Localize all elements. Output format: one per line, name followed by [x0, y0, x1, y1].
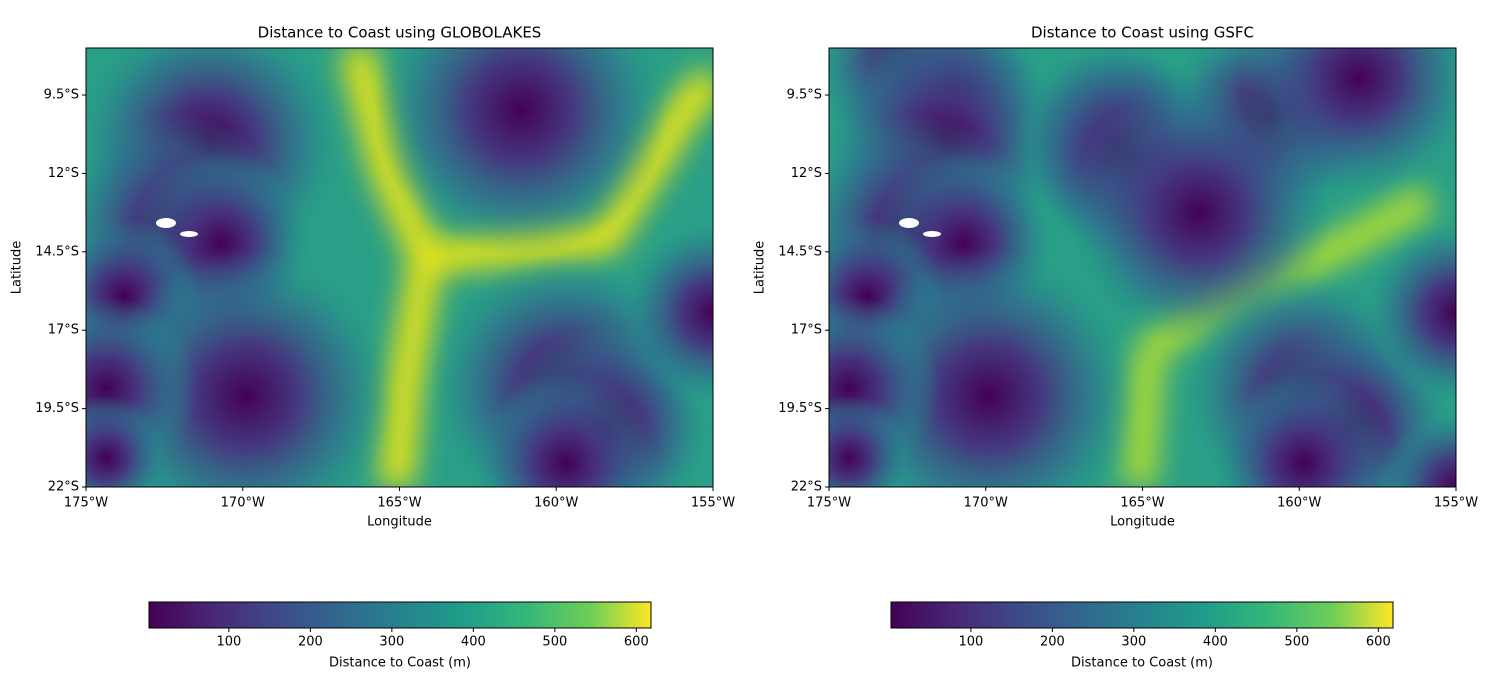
colorbar-label: Distance to Coast (m): [329, 656, 471, 671]
x-tick-label: 155°W: [1434, 496, 1478, 511]
x-tick-label: 165°W: [377, 496, 421, 511]
y-tick-label: 12°S: [791, 166, 822, 181]
y-tick-label: 9.5°S: [787, 88, 822, 103]
colorbar: [890, 601, 1394, 629]
y-tick-label: 19.5°S: [778, 401, 822, 416]
island: [923, 231, 941, 237]
colorbar: [148, 601, 652, 629]
heatmap: [86, 48, 713, 487]
colorbar-tick-label: 100: [216, 635, 241, 650]
axes-title: Distance to Coast using GSFC: [1031, 24, 1254, 42]
x-axis-label: Longitude: [367, 515, 432, 530]
y-tick-label: 12°S: [48, 166, 79, 181]
y-tick-label: 9.5°S: [44, 88, 79, 103]
y-axis-label: Latitude: [10, 241, 25, 295]
blob: [622, 222, 713, 404]
blob: [1213, 372, 1395, 487]
blob: [86, 395, 169, 487]
panel: Distance to Coast using GSFC 175°W 170°W 16…: [753, 24, 1479, 671]
colorbar-tick-label: 300: [379, 635, 404, 650]
y-tick-label: 17°S: [791, 323, 822, 338]
x-axis-label: Longitude: [1110, 515, 1175, 530]
colorbar-tick-label: 500: [542, 635, 567, 650]
island: [899, 218, 919, 228]
blob: [1066, 80, 1332, 346]
blob: [829, 395, 912, 487]
colorbar-tick-label: 500: [1284, 635, 1309, 650]
y-tick-label: 19.5°S: [35, 401, 79, 416]
y-tick-label: 14.5°S: [35, 244, 79, 259]
x-tick-label: 155°W: [691, 496, 735, 511]
y-tick-label: 22°S: [48, 480, 79, 495]
heatmap: [829, 48, 1456, 487]
colorbar-tick-label: 600: [624, 635, 649, 650]
blob: [475, 372, 657, 487]
island: [156, 218, 176, 228]
colorbar-tick-label: 400: [461, 635, 486, 650]
x-tick-label: 175°W: [64, 496, 108, 511]
x-tick-label: 170°W: [964, 496, 1008, 511]
y-tick-label: 14.5°S: [778, 244, 822, 259]
colorbar-tick-label: 200: [1040, 635, 1065, 650]
blob: [374, 48, 668, 257]
y-tick-label: 22°S: [791, 480, 822, 495]
colorbar-tick-label: 400: [1203, 635, 1228, 650]
blob: [1365, 222, 1456, 404]
colorbar-tick-label: 200: [298, 635, 323, 650]
colorbar-tick-label: 600: [1366, 635, 1391, 650]
y-tick-label: 17°S: [48, 323, 79, 338]
y-axis-label: Latitude: [753, 241, 768, 295]
axes-title: Distance to Coast using GLOBOLAKES: [258, 24, 542, 42]
x-tick-label: 165°W: [1120, 496, 1164, 511]
x-tick-label: 160°W: [1277, 496, 1321, 511]
ridge: [1122, 346, 1166, 487]
island: [180, 231, 198, 237]
colorbar-tick-label: 300: [1121, 635, 1146, 650]
colorbar-tick-label: 100: [958, 635, 983, 650]
x-tick-label: 170°W: [221, 496, 265, 511]
colorbar-label: Distance to Coast (m): [1071, 656, 1213, 671]
panel: Distance to Coast using GLOBOLAKES 175°W 1…: [10, 24, 736, 671]
blob: [1379, 410, 1456, 487]
x-tick-label: 175°W: [807, 496, 851, 511]
x-tick-label: 160°W: [534, 496, 578, 511]
